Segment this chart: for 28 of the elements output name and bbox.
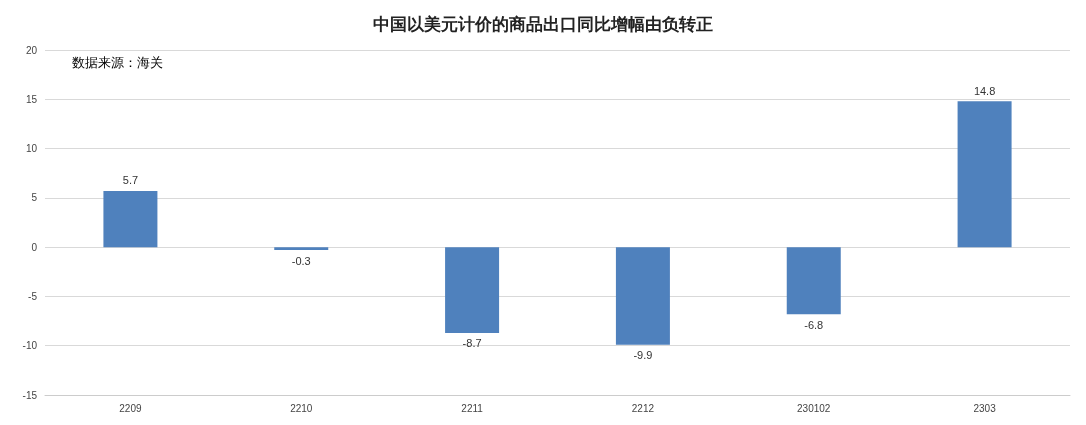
chart-title: 中国以美元计价的商品出口同比增幅由负转正 — [373, 13, 713, 34]
data-label: -6.8 — [804, 318, 824, 331]
bar — [445, 247, 500, 333]
bar — [103, 190, 158, 248]
x-tick-label: 2209 — [119, 402, 142, 414]
y-tick-label: 10 — [25, 143, 38, 155]
data-label: 5.7 — [122, 174, 139, 187]
annotation: 数据来源：海关 — [72, 55, 163, 70]
x-tick-label: 2212 — [631, 402, 655, 414]
y-tick-label: 15 — [25, 93, 38, 105]
y-tick-label: 0 — [31, 241, 38, 253]
bar — [957, 101, 1012, 248]
y-tick-label: 5 — [31, 192, 38, 204]
data-label: -9.9 — [633, 349, 653, 362]
y-tick-label: -5 — [28, 290, 38, 302]
data-label: 14.8 — [973, 84, 996, 97]
x-tick-label: 2211 — [461, 402, 484, 414]
data-label: -8.7 — [462, 337, 482, 350]
x-tick-label: 2303 — [973, 402, 997, 414]
x-tick-label: 2210 — [290, 402, 313, 414]
data-label: -0.3 — [291, 254, 311, 267]
y-tick-label: -15 — [22, 389, 38, 401]
bar — [615, 247, 670, 345]
bar — [274, 247, 329, 251]
y-tick-label: 20 — [25, 44, 38, 56]
x-tick-label: 230102 — [797, 402, 831, 414]
y-tick-label: -10 — [22, 340, 38, 352]
bar — [786, 247, 841, 315]
